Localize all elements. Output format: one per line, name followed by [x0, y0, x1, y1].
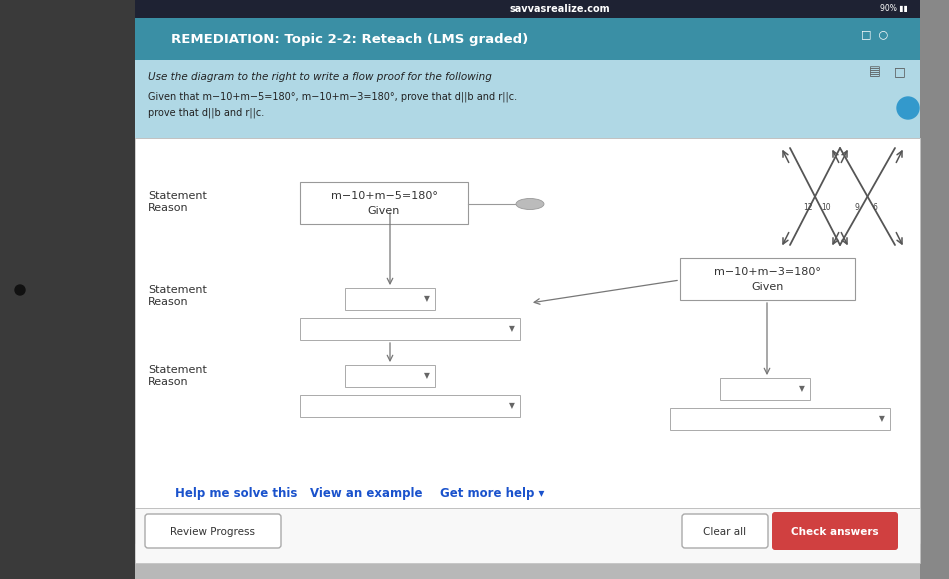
- Text: 12: 12: [803, 203, 812, 212]
- Bar: [135, 0, 920, 18]
- Circle shape: [15, 285, 25, 295]
- Text: savvasrealize.com: savvasrealize.com: [510, 4, 610, 14]
- Text: Get more help ▾: Get more help ▾: [440, 486, 545, 500]
- Bar: [720, 378, 810, 400]
- Text: Statement: Statement: [148, 365, 207, 375]
- Bar: [135, 508, 920, 563]
- Text: Statement: Statement: [148, 191, 207, 201]
- Bar: [345, 365, 435, 387]
- Bar: [135, 18, 920, 60]
- Text: Statement: Statement: [148, 285, 207, 295]
- FancyBboxPatch shape: [682, 514, 768, 548]
- Text: Given: Given: [752, 282, 784, 292]
- Bar: [300, 318, 520, 340]
- Text: ▼: ▼: [509, 401, 515, 411]
- Text: Check answers: Check answers: [791, 527, 879, 537]
- Text: Given: Given: [368, 206, 400, 216]
- Text: m−10+m−3=180°: m−10+m−3=180°: [714, 267, 821, 277]
- Bar: [345, 288, 435, 310]
- Text: Clear all: Clear all: [703, 527, 747, 537]
- Text: REMEDIATION: Topic 2-2: Reteach (LMS graded): REMEDIATION: Topic 2-2: Reteach (LMS gra…: [172, 32, 529, 46]
- Bar: [670, 408, 890, 430]
- Text: Help me solve this: Help me solve this: [175, 486, 297, 500]
- Text: □  ○: □ ○: [862, 29, 888, 39]
- Bar: [135, 0, 920, 560]
- Text: 10: 10: [821, 203, 830, 212]
- Bar: [135, 60, 920, 138]
- Bar: [300, 395, 520, 417]
- Text: Reason: Reason: [148, 203, 189, 213]
- FancyBboxPatch shape: [772, 512, 898, 550]
- Text: ▼: ▼: [799, 384, 805, 394]
- Bar: [0, 0, 135, 579]
- Text: □: □: [894, 65, 906, 79]
- Text: ▼: ▼: [424, 372, 430, 380]
- Bar: [135, 138, 920, 508]
- Text: ▼: ▼: [879, 415, 884, 423]
- Text: Reason: Reason: [148, 377, 189, 387]
- Text: ▤: ▤: [869, 65, 881, 79]
- Bar: [135, 508, 920, 543]
- Text: Use the diagram to the right to write a flow proof for the following: Use the diagram to the right to write a …: [148, 72, 492, 82]
- Text: 6: 6: [872, 203, 878, 212]
- Text: 9: 9: [854, 203, 860, 212]
- Text: Given that m−10+m−5=180°, m−10+m−3=180°, prove that d||b and r||c.: Given that m−10+m−5=180°, m−10+m−3=180°,…: [148, 91, 517, 102]
- Text: prove that d||b and r||c.: prove that d||b and r||c.: [148, 108, 264, 118]
- Text: Review Progress: Review Progress: [171, 527, 255, 537]
- Text: View an example: View an example: [310, 486, 422, 500]
- Text: Reason: Reason: [148, 297, 189, 307]
- FancyBboxPatch shape: [145, 514, 281, 548]
- Text: ▼: ▼: [424, 295, 430, 303]
- Text: ▼: ▼: [509, 324, 515, 334]
- Ellipse shape: [516, 199, 544, 210]
- Bar: [920, 0, 949, 579]
- Bar: [680, 258, 855, 300]
- Bar: [300, 182, 468, 224]
- Circle shape: [897, 97, 919, 119]
- Text: 90% ▮▮: 90% ▮▮: [880, 5, 908, 13]
- Text: m−10+m−5=180°: m−10+m−5=180°: [330, 191, 437, 201]
